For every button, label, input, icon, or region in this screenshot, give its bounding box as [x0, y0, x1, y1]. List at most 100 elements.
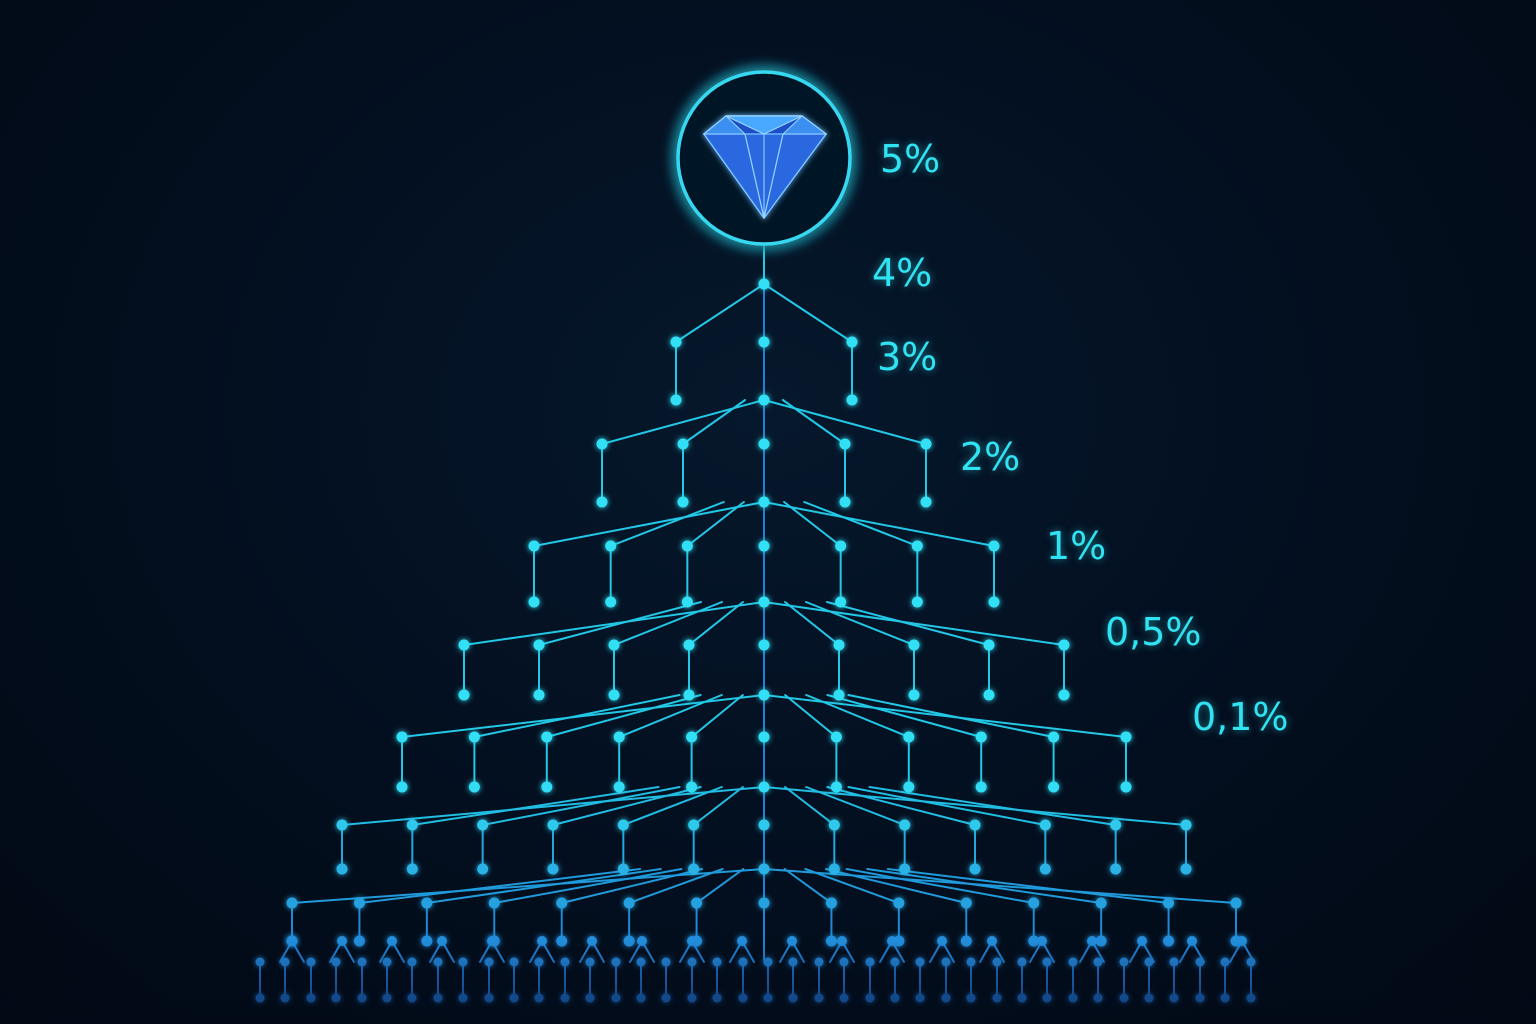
network-node-100	[556, 897, 568, 909]
connection-line-20	[783, 501, 842, 547]
network-node-10	[839, 438, 851, 450]
connection-line-8	[601, 399, 765, 445]
connection-line-102	[804, 868, 900, 904]
network-node-62	[975, 731, 987, 743]
network-node-65	[1048, 781, 1060, 793]
network-node-27	[988, 596, 1000, 608]
network-node-6	[677, 438, 689, 450]
network-node-64	[1048, 731, 1060, 743]
network-node-70	[688, 819, 700, 831]
network-node-30	[683, 639, 695, 651]
connection-line-12	[763, 399, 927, 445]
connection-line-36	[805, 601, 915, 646]
connection-line-4	[763, 283, 853, 343]
network-node-13	[920, 496, 932, 508]
network-node-66	[1120, 731, 1132, 743]
network-node-87	[969, 863, 981, 875]
network-node-93	[1180, 863, 1192, 875]
connection-line-6	[682, 399, 747, 445]
network-node-14	[758, 394, 770, 406]
network-node-45	[1058, 689, 1070, 701]
connection-line-66	[552, 786, 702, 826]
network-node-106	[353, 897, 365, 909]
network-node-114	[960, 897, 972, 909]
network-node-43	[983, 689, 995, 701]
network-node-60	[903, 731, 915, 743]
connection-line-60	[763, 694, 1127, 738]
network-node-46	[758, 596, 770, 608]
connection-line-24	[763, 501, 995, 547]
connection-line-72	[341, 786, 765, 826]
bottom-fade	[0, 940, 1536, 1024]
network-node-22	[835, 540, 847, 552]
connection-line-96	[358, 868, 642, 904]
network-node-42	[983, 639, 995, 651]
network-node-90	[1110, 819, 1122, 831]
network-node-25	[911, 596, 923, 608]
connection-line-18	[533, 501, 765, 547]
connection-line-112	[763, 868, 1237, 904]
network-node-40	[908, 639, 920, 651]
network-node-59	[830, 781, 842, 793]
connection-line-74	[784, 786, 836, 826]
network-node-96	[691, 897, 703, 909]
network-node-48	[686, 731, 698, 743]
network-node-102	[488, 897, 500, 909]
network-node-47	[758, 639, 770, 651]
connection-line-10	[781, 399, 846, 445]
connection-line-76	[805, 786, 906, 826]
network-node-120	[1163, 897, 1175, 909]
network-node-16	[681, 540, 693, 552]
network-node-21	[528, 596, 540, 608]
network-node-79	[406, 863, 418, 875]
network-node-88	[1039, 819, 1051, 831]
connection-line-34	[784, 601, 840, 646]
network-node-28	[758, 496, 770, 508]
network-node-39	[833, 689, 845, 701]
network-node-51	[613, 781, 625, 793]
connection-line-16	[609, 501, 725, 547]
network-node-75	[547, 863, 559, 875]
network-node-81	[336, 863, 348, 875]
connection-line-108	[866, 868, 1103, 904]
network-node-68	[758, 689, 770, 701]
connection-line-46	[545, 694, 702, 738]
connection-line-56	[826, 694, 983, 738]
network-node-77	[477, 863, 489, 875]
network-node-37	[458, 689, 470, 701]
network-node-72	[617, 819, 629, 831]
connection-line-22	[803, 501, 919, 547]
network-node-23	[835, 596, 847, 608]
network-node-44	[1058, 639, 1070, 651]
network-node-74	[547, 819, 559, 831]
connection-line-50	[401, 694, 765, 738]
connection-line-98	[291, 868, 765, 904]
connection-line-40	[763, 601, 1065, 646]
network-node-34	[533, 639, 545, 651]
network-node-122	[1230, 897, 1242, 909]
connection-line-92	[493, 868, 683, 904]
network-node-53	[541, 781, 553, 793]
network-node-67	[1120, 781, 1132, 793]
network-node-108	[286, 897, 298, 909]
connection-line-106	[845, 868, 1035, 904]
network-node-73	[617, 863, 629, 875]
connection-line-82	[868, 786, 1117, 826]
connection-line-14	[686, 501, 745, 547]
level-label-6: 0,5%	[1105, 610, 1202, 654]
network-node-57	[396, 781, 408, 793]
network-node-20	[528, 540, 540, 552]
network-node-63	[975, 781, 987, 793]
connection-line-2	[675, 283, 765, 343]
network-node-92	[1180, 819, 1192, 831]
connection-line-78	[826, 786, 976, 826]
network-node-7	[677, 496, 689, 508]
connection-line-84	[763, 786, 1187, 826]
network-node-1	[670, 394, 682, 406]
network-node-89	[1039, 863, 1051, 875]
network-node-49	[686, 781, 698, 793]
network-node-54	[468, 731, 480, 743]
network-node-8	[596, 438, 608, 450]
network-node-94	[758, 781, 770, 793]
